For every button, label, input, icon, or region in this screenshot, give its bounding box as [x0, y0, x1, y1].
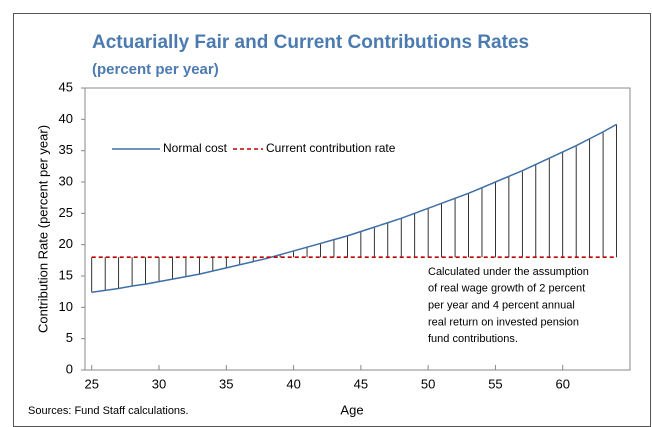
y-tick-label: 35	[59, 142, 73, 157]
x-tick-label: 60	[555, 376, 569, 391]
series-line	[91, 123, 617, 294]
x-tick-label: 35	[219, 376, 233, 391]
source: Sources: Fund Staff calculations.	[28, 405, 189, 417]
y-tick-label: 25	[59, 205, 73, 220]
x-axis-label: Age	[340, 402, 363, 417]
y-tick-label: 0	[66, 361, 73, 376]
y-tick-label: 10	[59, 299, 73, 314]
annotation: Calculated under the assumption	[428, 266, 589, 278]
y-tick-label: 5	[66, 330, 73, 345]
y-tick-label: 20	[59, 236, 73, 251]
legend-label: Normal cost	[163, 141, 228, 155]
annotation: of real wage growth of 2 percent	[428, 283, 585, 295]
x-tick-label: 45	[354, 376, 368, 391]
annotation: real return on invested pension	[428, 316, 579, 328]
plot-frame	[84, 87, 631, 371]
x-tick-label: 40	[286, 376, 300, 391]
x-tick-label: 30	[152, 376, 166, 391]
x-tick-label: 50	[421, 376, 435, 391]
y-tick-label: 30	[59, 173, 73, 188]
legend-label: Current contribution rate	[266, 141, 396, 155]
annotation: per year and 4 percent annual	[428, 300, 575, 312]
y-tick-label: 45	[59, 79, 73, 94]
y-tick-label: 15	[59, 267, 73, 282]
y-axis-label: Contribution Rate (percent per year)	[35, 125, 50, 333]
chart-subtitle: (percent per year)	[92, 61, 219, 78]
chart-title: Actuarially Fair and Current Contributio…	[92, 32, 529, 53]
y-tick-label: 40	[59, 111, 73, 126]
x-tick-label: 25	[84, 376, 98, 391]
annotation: fund contributions.	[428, 333, 518, 345]
x-tick-label: 55	[488, 376, 502, 391]
